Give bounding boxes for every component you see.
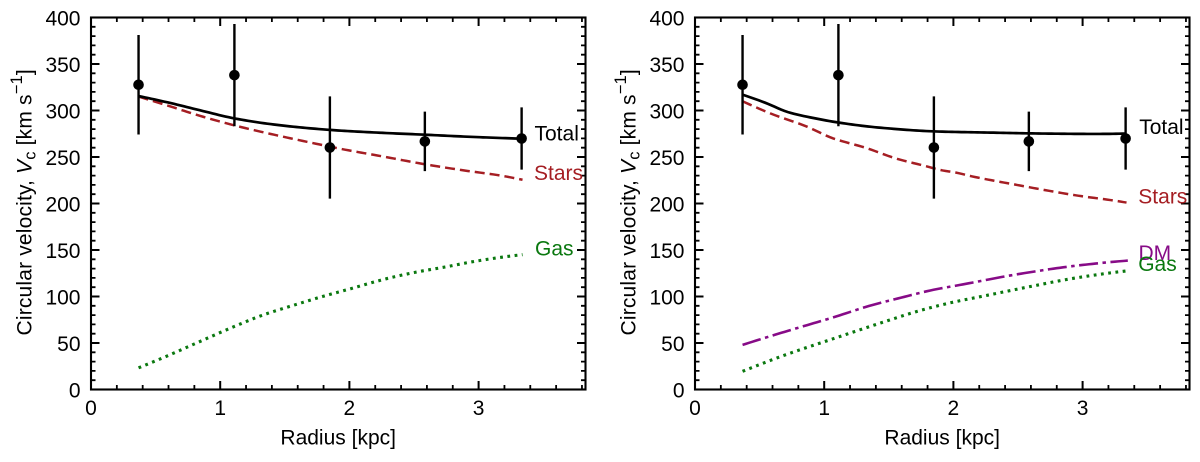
svg-text:350: 350: [45, 54, 80, 77]
svg-text:3: 3: [1077, 397, 1089, 420]
svg-text:0: 0: [69, 379, 81, 402]
svg-text:300: 300: [649, 100, 684, 123]
svg-text:Stars: Stars: [1138, 186, 1187, 209]
svg-text:150: 150: [45, 240, 80, 263]
svg-text:Radius [kpc]: Radius [kpc]: [280, 427, 396, 450]
svg-text:2: 2: [948, 397, 960, 420]
svg-text:Total: Total: [1139, 116, 1183, 139]
svg-text:0: 0: [85, 397, 97, 420]
svg-text:DM: DM: [1139, 242, 1172, 265]
svg-text:200: 200: [649, 193, 684, 216]
svg-text:Gas: Gas: [535, 237, 574, 260]
svg-text:50: 50: [57, 333, 80, 356]
svg-text:3: 3: [473, 397, 485, 420]
svg-text:50: 50: [661, 333, 684, 356]
svg-text:Circular velocity, Vc [km s−1]: Circular velocity, Vc [km s−1]: [612, 69, 644, 335]
svg-text:100: 100: [649, 286, 684, 309]
svg-text:150: 150: [649, 240, 684, 263]
svg-text:200: 200: [45, 193, 80, 216]
svg-text:2: 2: [344, 397, 356, 420]
svg-text:350: 350: [649, 54, 684, 77]
svg-text:Gas: Gas: [1138, 253, 1177, 276]
svg-text:Radius [kpc]: Radius [kpc]: [884, 427, 1000, 450]
svg-text:Stars: Stars: [534, 162, 583, 185]
svg-text:250: 250: [649, 147, 684, 170]
svg-text:Total: Total: [535, 123, 579, 146]
svg-text:100: 100: [45, 286, 80, 309]
svg-text:Circular velocity, Vc [km s−1]: Circular velocity, Vc [km s−1]: [8, 69, 40, 335]
svg-text:250: 250: [45, 147, 80, 170]
svg-text:400: 400: [45, 7, 80, 30]
svg-text:1: 1: [818, 397, 830, 420]
svg-text:0: 0: [689, 397, 701, 420]
svg-text:0: 0: [673, 379, 685, 402]
svg-text:400: 400: [649, 7, 684, 30]
svg-text:1: 1: [214, 397, 226, 420]
svg-text:300: 300: [45, 100, 80, 123]
